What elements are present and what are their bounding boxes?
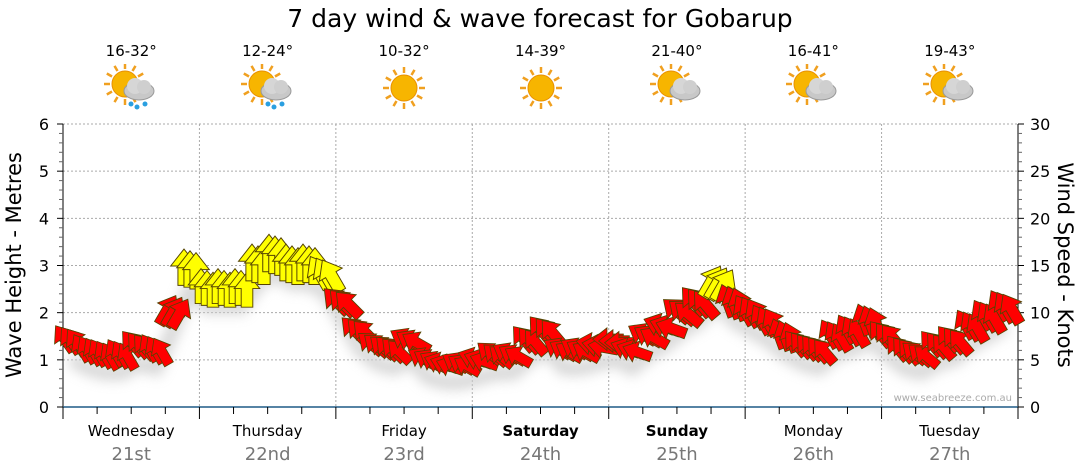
day-label: Friday: [381, 422, 427, 440]
left-tick-label: 5: [39, 162, 49, 181]
left-tick-label: 4: [39, 209, 49, 228]
right-tick-label: 0: [1030, 398, 1040, 417]
right-tick-label: 30: [1030, 115, 1050, 134]
right-tick-label: 20: [1030, 209, 1050, 228]
date-label: 25th: [656, 444, 697, 465]
left-tick-label: 6: [39, 115, 49, 134]
wind-arrow: [165, 298, 192, 332]
day-weather: 12-24°: [218, 42, 318, 112]
left-axis-title: Wave Height - Metres: [2, 152, 26, 378]
date-label: 27th: [929, 444, 970, 465]
left-tick-label: 1: [39, 351, 49, 370]
temperature-range: 16-41°: [787, 42, 839, 60]
temperature-range: 12-24°: [242, 42, 294, 60]
wind-arrow: [622, 340, 654, 363]
sun-icon: [519, 67, 562, 109]
right-tick-label: 15: [1030, 257, 1050, 276]
wind-arrow: [655, 316, 689, 340]
day-weather: 21-40°: [627, 42, 727, 112]
temperature-range: 16-32°: [105, 42, 157, 60]
left-tick-label: 2: [39, 304, 49, 323]
date-label: 26th: [793, 444, 834, 465]
temperature-range: 21-40°: [651, 42, 703, 60]
right-axis-title: Wind Speed - Knots: [1053, 162, 1077, 367]
day-weather: 10-32°: [354, 42, 454, 112]
left-tick-label: 0: [39, 398, 49, 417]
date-label: 23rd: [383, 444, 424, 465]
date-label: 24th: [520, 444, 561, 465]
wind-arrow: [950, 329, 975, 358]
sun-cloud-icon: [922, 64, 974, 105]
date-label: 21st: [112, 444, 151, 465]
sun-cloud-icon: [786, 64, 837, 105]
left-tick-label: 3: [39, 257, 49, 276]
wind-arrow: [150, 337, 174, 368]
sun-cloud-icon: [649, 64, 701, 105]
right-tick-label: 25: [1030, 162, 1050, 181]
date-label: 22nd: [245, 444, 291, 465]
temperature-range: 14-39°: [514, 42, 567, 60]
day-weather: 14-39°: [491, 42, 591, 112]
right-tick-label: 5: [1030, 351, 1040, 370]
day-label: Saturday: [502, 422, 579, 440]
chart-title: 7 day wind & wave forecast for Gobarup: [287, 4, 793, 33]
wind-arrow: [999, 293, 1026, 327]
day-label: Thursday: [232, 422, 303, 440]
wind-arrow: [335, 291, 365, 321]
day-label: Monday: [784, 422, 843, 440]
day-label: Tuesday: [918, 422, 980, 440]
watermark: www.seabreeze.com.au: [894, 393, 1012, 404]
day-label: Wednesday: [88, 422, 175, 440]
wind-arrow: [318, 259, 347, 295]
sun-cloud-rain-icon: [240, 64, 292, 110]
day-label: Sunday: [646, 422, 709, 440]
temperature-range: 10-32°: [378, 42, 430, 60]
wind-arrow: [814, 339, 839, 367]
sun-icon: [383, 67, 426, 109]
wind-arrow: [504, 346, 534, 369]
temperature-range: 19-43°: [924, 42, 976, 60]
day-weather: 16-32°: [81, 42, 181, 112]
right-tick-label: 10: [1030, 304, 1050, 323]
day-weather: 16-41°: [763, 42, 863, 112]
day-weather: 19-43°: [900, 42, 1000, 112]
sun-cloud-rain-icon: [104, 64, 155, 110]
